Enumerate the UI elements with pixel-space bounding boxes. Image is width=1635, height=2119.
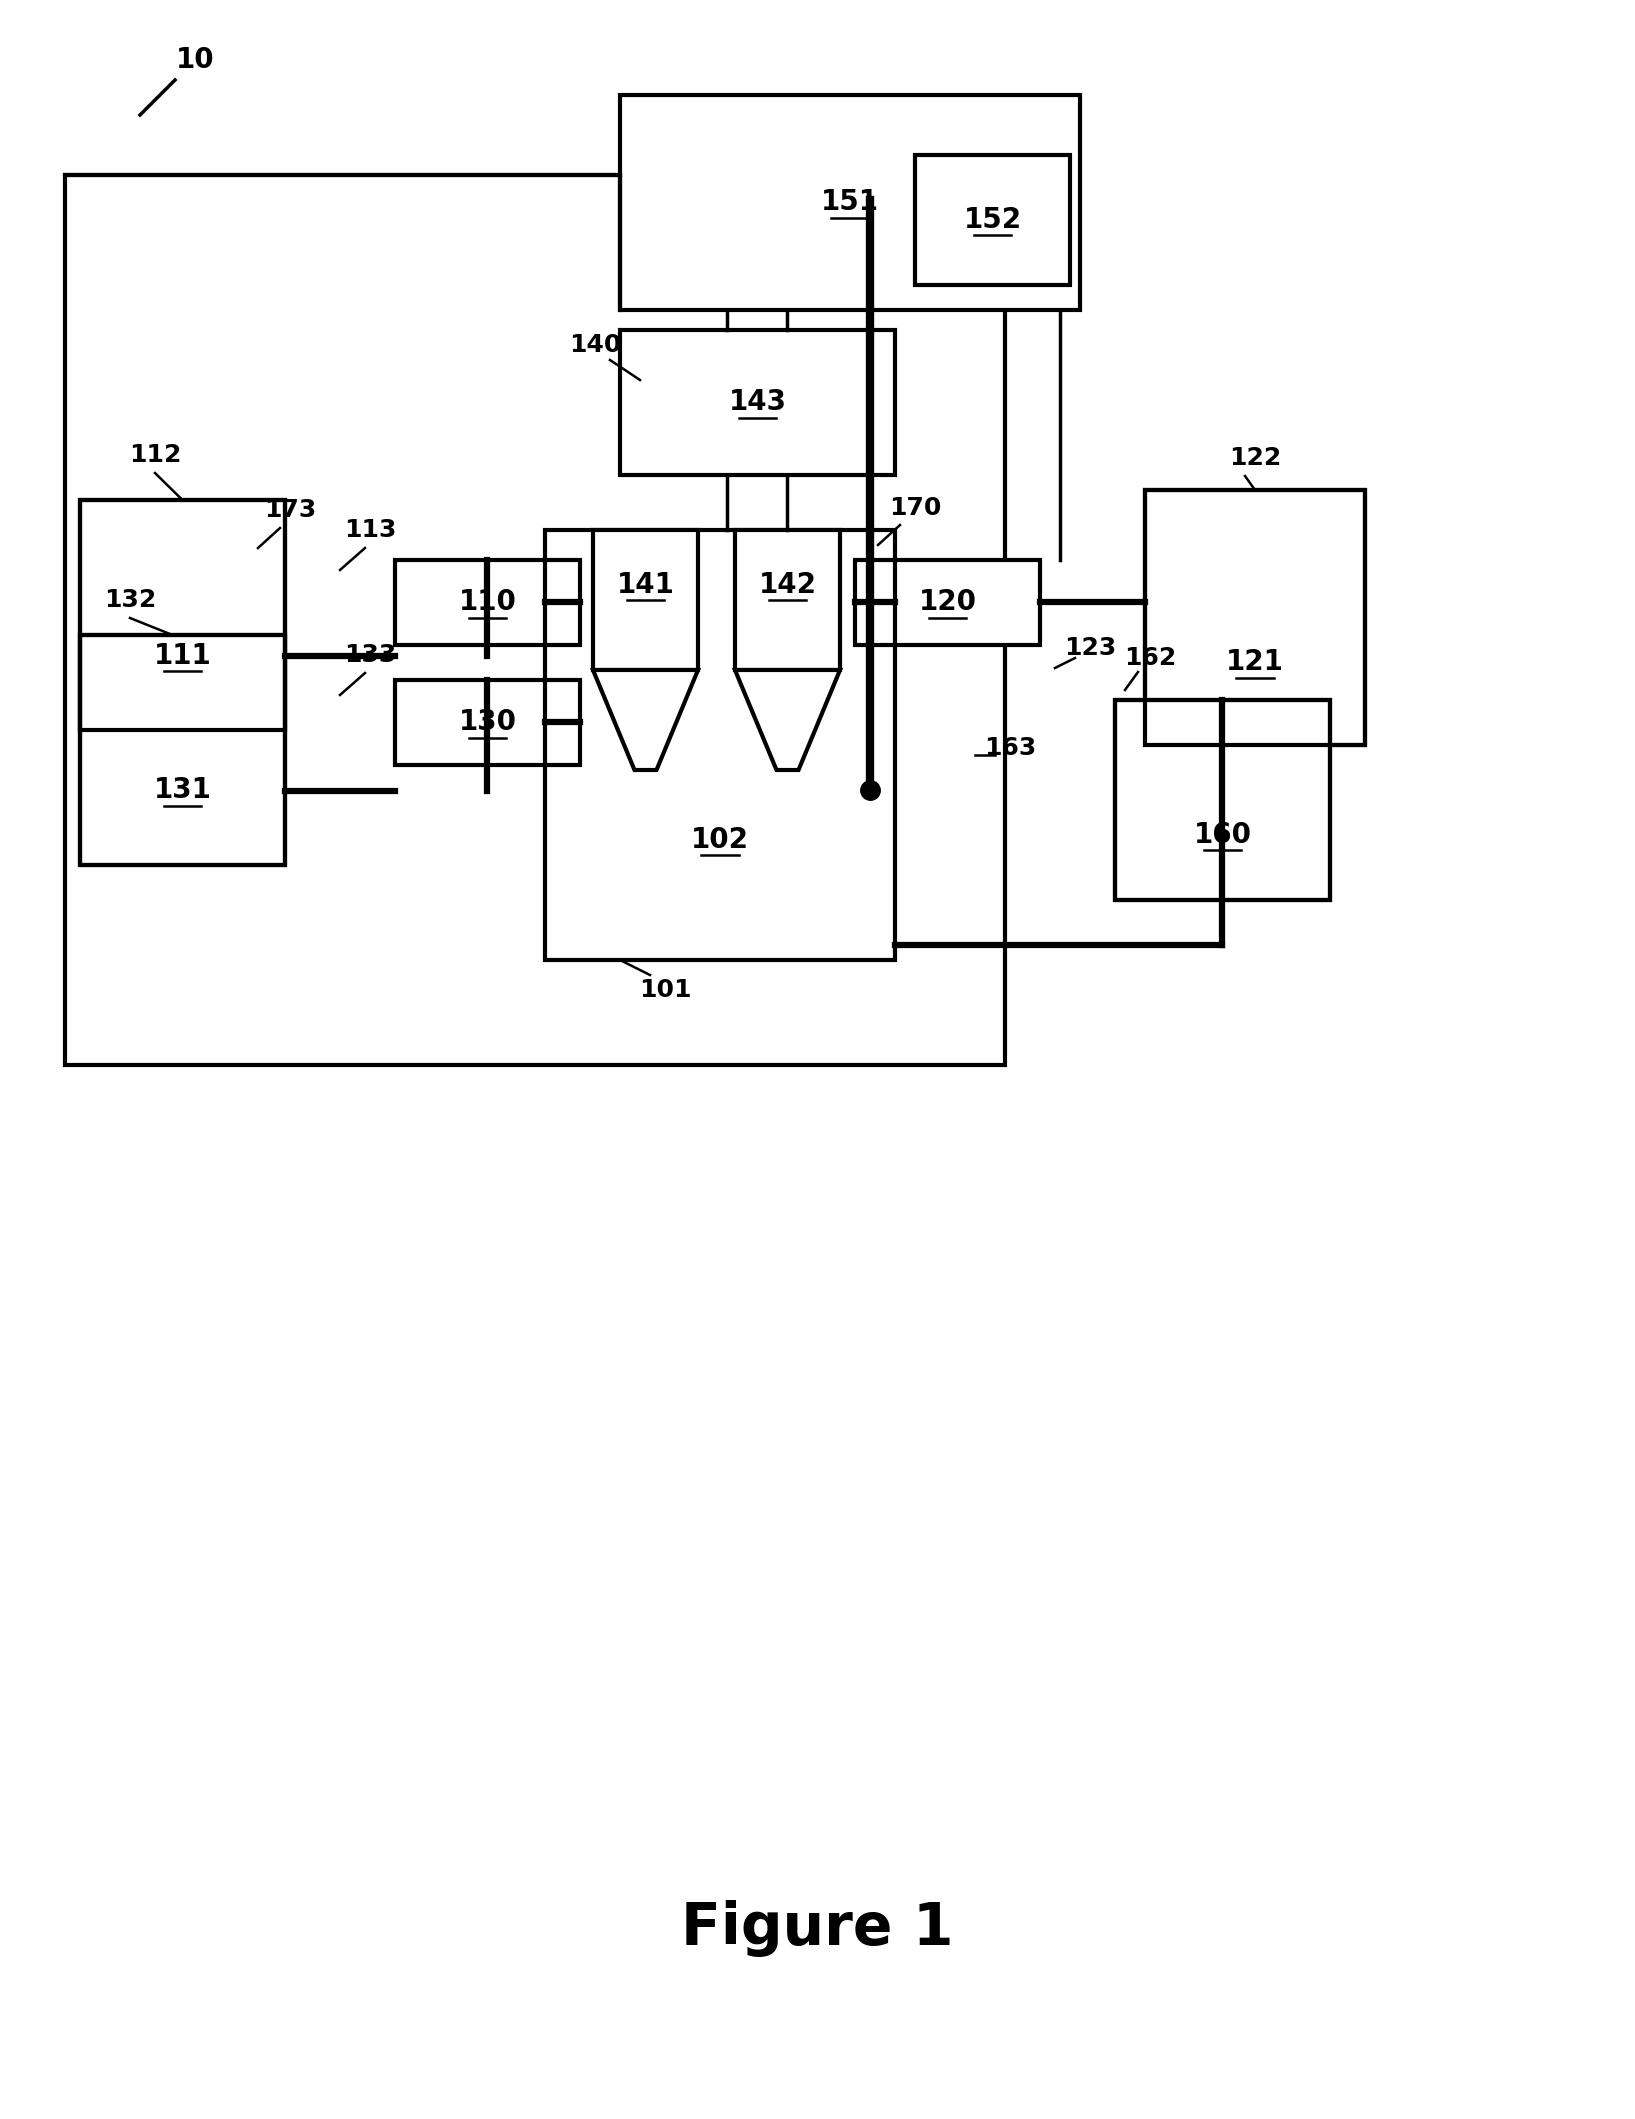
Text: 132: 132 [105,587,155,612]
Text: 113: 113 [343,517,396,542]
Bar [1115,699,1329,901]
Text: 10: 10 [175,47,214,74]
Bar [80,716,284,865]
Bar [594,530,698,670]
Text: 102: 102 [692,826,749,854]
Bar [80,636,284,865]
Bar [396,559,580,644]
Polygon shape [594,670,698,769]
Text: 162: 162 [1123,646,1176,670]
Polygon shape [736,670,840,769]
Text: 163: 163 [984,735,1037,761]
Text: 121: 121 [1226,648,1283,676]
Bar [620,331,894,475]
Bar [620,95,1081,309]
Bar [396,680,580,765]
Bar [80,500,284,731]
Bar [80,636,284,865]
Text: 130: 130 [458,708,517,737]
Text: 173: 173 [263,498,316,521]
Text: 140: 140 [569,333,621,356]
Bar [1144,581,1365,746]
Bar [80,581,284,731]
Bar [855,559,1040,644]
Bar [736,530,840,670]
Text: 142: 142 [759,570,816,600]
Text: 151: 151 [821,189,880,216]
Bar [916,155,1069,284]
Text: 120: 120 [919,589,976,617]
Text: 170: 170 [889,496,942,519]
Text: Figure 1: Figure 1 [682,1901,953,1956]
Bar [1115,769,1329,901]
Text: 111: 111 [154,642,211,670]
Bar [544,530,894,960]
Text: 101: 101 [639,979,692,1002]
Bar [65,176,1006,1066]
Text: 123: 123 [1064,636,1117,659]
Text: 143: 143 [729,388,786,417]
Text: 112: 112 [129,443,181,466]
Text: 110: 110 [458,589,517,617]
Text: 160: 160 [1194,820,1251,850]
Text: 131: 131 [154,776,211,805]
Text: 133: 133 [343,642,396,667]
Bar [80,500,284,731]
Bar [544,530,894,960]
Text: 152: 152 [963,206,1022,233]
Bar [1115,699,1329,901]
Text: 141: 141 [616,570,675,600]
Text: 122: 122 [1230,445,1282,470]
Bar [1144,489,1365,746]
Bar [1144,489,1365,746]
